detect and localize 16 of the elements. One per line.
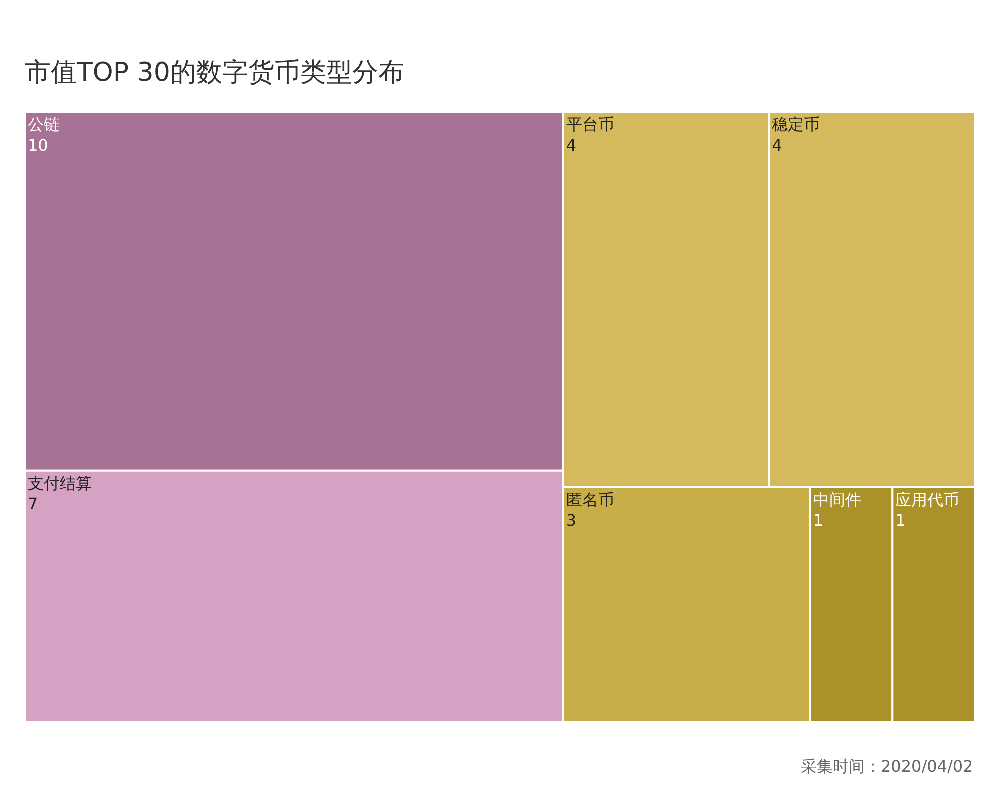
- data-label: 7: [28, 494, 38, 514]
- text: 采集时间：2020/04/02: [801, 757, 974, 776]
- category-label: 中间件: [813, 490, 862, 510]
- category-label: 稳定币: [772, 115, 820, 134]
- category-label: 平台币: [566, 115, 614, 134]
- text: 市值TOP 30的数字货币类型分布: [25, 58, 404, 88]
- data-label: 4: [772, 136, 782, 155]
- data-label: 4: [566, 136, 577, 155]
- category-label: 匿名币: [566, 490, 614, 510]
- category-label: 公链: [28, 115, 60, 134]
- category-label: 应用代币: [896, 490, 960, 510]
- data-label: 10: [28, 136, 48, 155]
- data-label: 3: [566, 511, 577, 530]
- category-label: 支付结算: [28, 474, 92, 493]
- data-label: 1: [813, 511, 824, 530]
- data-label: 1: [896, 511, 906, 530]
